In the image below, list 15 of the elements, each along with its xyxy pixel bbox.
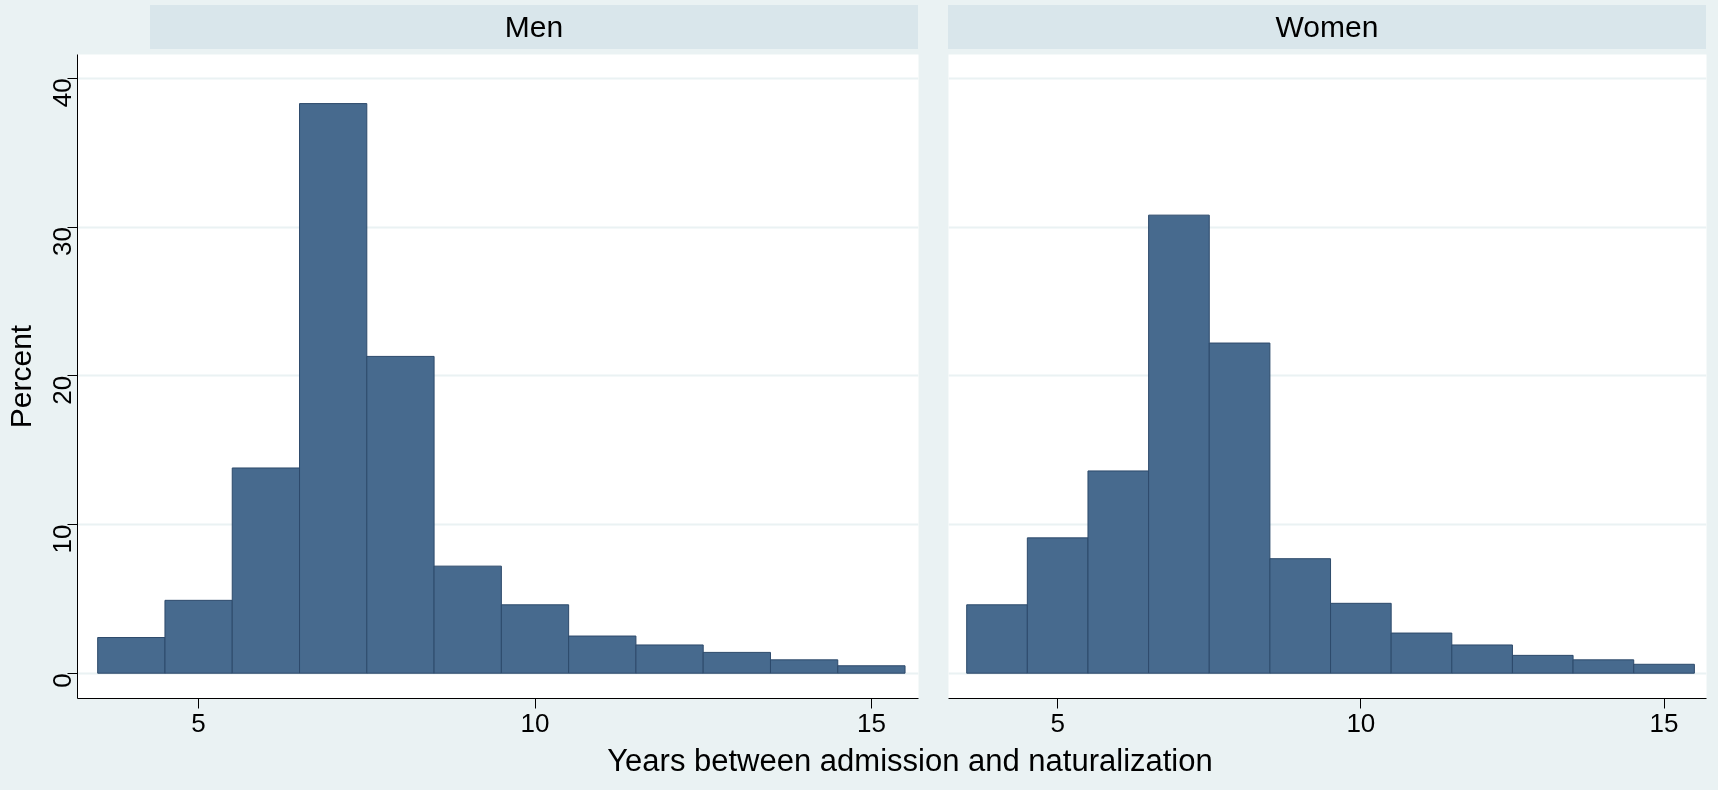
x-tick-label: 10: [1346, 707, 1376, 738]
chart-title: Men: [504, 9, 564, 45]
chart-title: Women: [1275, 9, 1379, 45]
y-axis-title: Percent: [3, 324, 37, 429]
y-tick-label: 40: [47, 78, 78, 108]
x-tick-label: 15: [1649, 707, 1679, 738]
x-tick-label: 5: [191, 707, 206, 738]
x-tick-label: 10: [520, 707, 550, 738]
x-tick-label: 5: [1050, 707, 1065, 738]
y-tick-label: 10: [47, 524, 78, 554]
y-tick-label: 30: [47, 227, 78, 256]
y-tick-label: 20: [47, 375, 78, 405]
x-tick-label: 15: [856, 707, 886, 738]
y-tick-label: 0: [47, 673, 78, 688]
x-axis-title: Years between admission and naturalization: [607, 742, 1213, 780]
